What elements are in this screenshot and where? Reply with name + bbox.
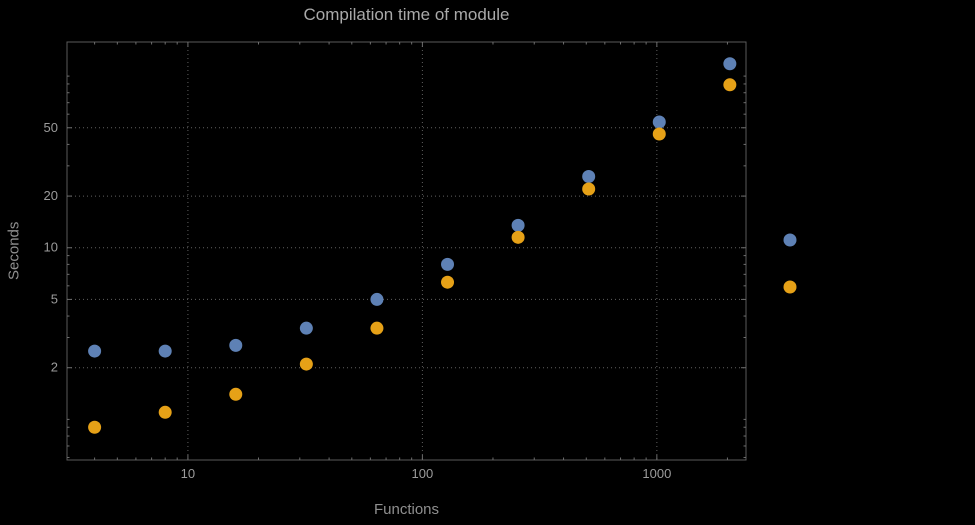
y-tick-label: 20	[44, 188, 58, 203]
x-tick-label: 100	[412, 466, 434, 481]
x-tick-label: 10	[181, 466, 195, 481]
y-tick-label: 2	[51, 360, 58, 375]
data-point-series-1	[723, 57, 737, 71]
data-point-series-2	[229, 387, 243, 401]
legend-marker-series-1	[783, 233, 797, 247]
data-point-series-2	[370, 321, 384, 335]
data-point-series-1	[652, 115, 666, 129]
data-point-series-2	[723, 78, 737, 92]
data-point-series-1	[582, 170, 596, 184]
data-point-series-1	[229, 338, 243, 352]
x-axis-label: Functions	[373, 501, 440, 518]
data-point-series-1	[158, 344, 172, 358]
data-point-series-2	[88, 420, 102, 434]
legend-marker-series-2	[783, 280, 797, 294]
data-point-series-2	[652, 127, 666, 141]
data-point-series-2	[158, 405, 172, 419]
data-point-series-2	[299, 357, 313, 371]
data-point-series-1	[441, 257, 455, 271]
y-tick-label: 5	[51, 291, 58, 306]
data-point-series-1	[299, 321, 313, 335]
data-point-series-2	[511, 230, 525, 244]
data-point-series-1	[370, 292, 384, 306]
y-tick-label: 10	[44, 240, 58, 255]
data-point-series-2	[441, 275, 455, 289]
plot-frame	[66, 41, 747, 461]
chart-title: Compilation time of module	[303, 5, 510, 24]
data-point-series-1	[511, 218, 525, 232]
data-point-series-2	[582, 182, 596, 196]
data-point-series-1	[88, 344, 102, 358]
x-tick-label: 1000	[642, 466, 671, 481]
y-tick-label: 50	[44, 120, 58, 135]
